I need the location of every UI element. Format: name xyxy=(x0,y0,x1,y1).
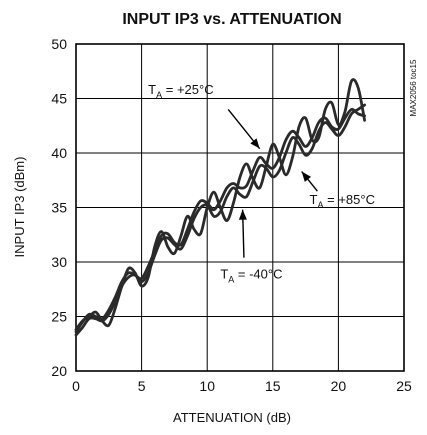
y-tick-label: 45 xyxy=(51,91,67,107)
x-tick-label: 10 xyxy=(199,378,215,394)
series-line-85c xyxy=(76,105,365,335)
y-tick-label: 20 xyxy=(51,363,67,379)
chart-title: INPUT IP3 vs. ATTENUATION xyxy=(122,11,341,28)
annotation-25c-arrowhead xyxy=(250,138,259,148)
x-tick-label: 20 xyxy=(331,378,347,394)
annotation-25c-label: TA = +25°C xyxy=(148,82,213,100)
y-tick-label: 25 xyxy=(51,309,67,325)
y-tick-label: 35 xyxy=(51,200,67,216)
x-tick-label: 15 xyxy=(265,378,281,394)
x-tick-label: 25 xyxy=(396,378,412,394)
y-tick-label: 50 xyxy=(51,36,67,52)
annotation-minus40c-arrowhead xyxy=(239,210,247,220)
x-tick-label: 5 xyxy=(138,378,146,394)
annotation-85c-arrowhead xyxy=(302,172,311,182)
grid xyxy=(76,44,404,371)
y-tick-label: 40 xyxy=(51,145,67,161)
y-axis-label: INPUT IP3 (dBm) xyxy=(12,157,27,258)
x-tick-label: 0 xyxy=(72,378,80,394)
x-axis-label: ATTENUATION (dB) xyxy=(173,410,291,425)
y-tick-label: 30 xyxy=(51,254,67,270)
figure-id-label: MAX2056 toc15 xyxy=(409,59,418,116)
annotation-25c: TA = +25°C xyxy=(148,82,260,149)
